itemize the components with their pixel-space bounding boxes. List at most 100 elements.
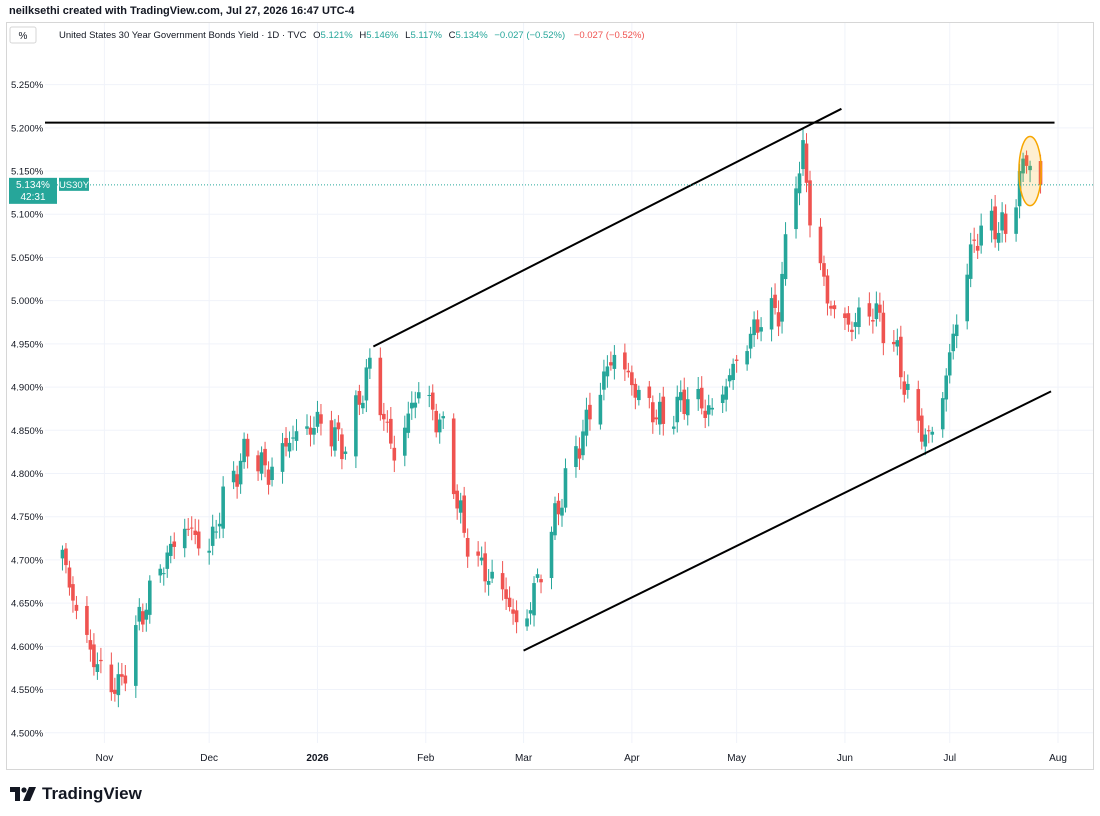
candle: [144, 603, 149, 632]
candle: [476, 541, 480, 567]
candle: [147, 575, 152, 624]
candle-body: [919, 415, 924, 442]
candle: [368, 348, 372, 380]
candle: [598, 382, 603, 430]
candle-body: [196, 531, 201, 549]
y-tick-label: 5.250%: [11, 80, 44, 91]
y-tick-label: 4.650%: [11, 599, 44, 610]
candle: [874, 291, 879, 327]
candle: [189, 516, 194, 541]
candle-body: [525, 618, 529, 627]
candle-body: [116, 674, 121, 696]
candle: [846, 306, 851, 332]
candle-body: [968, 244, 973, 279]
candle-body: [137, 606, 142, 622]
candle: [748, 326, 753, 359]
candle: [221, 476, 225, 539]
candle: [319, 404, 323, 436]
price-chart[interactable]: 5.250% 5.200% 5.150% 5.100% 5.050% 5.000% 4.95…: [7, 23, 1093, 769]
candle-body: [92, 644, 96, 668]
legend-high-label: H: [359, 30, 366, 41]
x-tick-label: Jun: [837, 753, 853, 764]
candle: [336, 415, 341, 441]
candle-body: [801, 140, 805, 170]
legend-change: −0.027 (−0.52%): [494, 30, 565, 41]
candle: [584, 397, 589, 447]
candle: [532, 576, 536, 627]
candle-body: [214, 531, 218, 533]
x-tick-label: 2026: [306, 753, 329, 764]
candle-body: [647, 386, 652, 398]
trend-line: [523, 390, 1052, 652]
candle-body: [577, 448, 582, 459]
candle: [500, 561, 505, 601]
candle-body: [266, 469, 271, 485]
candle: [528, 602, 533, 625]
candle-body: [832, 305, 837, 310]
candle-body: [783, 234, 788, 280]
candle-body: [514, 610, 519, 623]
y-tick-label: 5.000%: [11, 296, 44, 307]
candle: [134, 615, 138, 698]
creator-attribution: neilksethi created with TradingView.com,…: [9, 5, 355, 17]
candle-body: [940, 398, 945, 430]
candle: [168, 535, 173, 564]
candle-body: [951, 333, 956, 352]
candle-body: [892, 341, 896, 345]
candle-body: [88, 640, 93, 650]
candle-body: [413, 402, 418, 408]
candle-body: [207, 550, 211, 553]
footer-logo[interactable]: TradingView: [10, 783, 142, 805]
candle-body: [989, 210, 994, 231]
candle-body: [878, 304, 882, 313]
candle-body: [755, 319, 760, 333]
unit-badge[interactable]: %: [9, 26, 37, 44]
candle: [783, 222, 788, 286]
candle-body: [430, 392, 435, 410]
candle: [685, 387, 690, 426]
candle-body: [364, 367, 369, 401]
candle-body: [825, 275, 830, 304]
candle-body: [210, 526, 215, 546]
candle-body: [189, 527, 194, 529]
candle: [116, 662, 121, 708]
x-tick-label: Apr: [624, 753, 640, 764]
chart-frame[interactable]: 5.250% 5.200% 5.150% 5.100% 5.050% 5.000% 4.95…: [6, 22, 1094, 770]
candle: [182, 518, 187, 558]
candle-body: [731, 363, 735, 381]
candle-body: [657, 401, 662, 425]
candle-body: [507, 597, 512, 608]
candle-body: [441, 416, 446, 419]
candle-body: [703, 410, 708, 418]
candle: [878, 292, 882, 322]
candle-body: [263, 448, 267, 466]
candle: [207, 538, 211, 565]
candle: [892, 330, 896, 352]
candle: [235, 465, 239, 499]
candle: [158, 564, 163, 583]
candle-body: [724, 386, 728, 400]
candle-body: [147, 580, 152, 615]
legend-title: United States 30 Year Government Bonds Y…: [59, 30, 307, 41]
legend-change-2: −0.027 (−0.52%): [574, 30, 645, 41]
candle: [637, 385, 641, 406]
candle-body: [706, 405, 711, 415]
candle-body: [682, 389, 687, 414]
candle-body: [434, 410, 439, 433]
candle: [427, 385, 432, 408]
candle: [801, 128, 805, 176]
candle-body: [74, 604, 79, 611]
candle-body: [123, 675, 128, 684]
candle: [193, 518, 198, 545]
candle-body: [563, 468, 568, 508]
candle-body: [437, 419, 442, 433]
candle-body: [479, 557, 484, 561]
candle: [734, 355, 739, 373]
candle-body: [238, 460, 243, 485]
candle: [312, 416, 316, 445]
candle-body: [1003, 213, 1008, 234]
y-tick-label: 4.700%: [11, 555, 44, 566]
candle: [556, 493, 561, 526]
candle: [217, 512, 222, 539]
candle-body: [378, 357, 383, 416]
